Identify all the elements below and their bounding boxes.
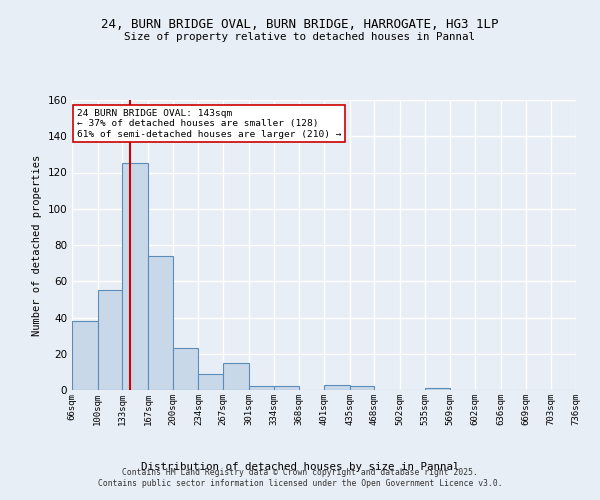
Bar: [350, 386, 374, 390]
Text: 24, BURN BRIDGE OVAL, BURN BRIDGE, HARROGATE, HG3 1LP: 24, BURN BRIDGE OVAL, BURN BRIDGE, HARRO…: [101, 18, 499, 30]
Text: Contains HM Land Registry data © Crown copyright and database right 2025.
Contai: Contains HM Land Registry data © Crown c…: [98, 468, 502, 487]
Bar: [223, 363, 249, 390]
Bar: [122, 164, 148, 390]
Bar: [98, 290, 122, 390]
Bar: [72, 321, 98, 390]
Bar: [274, 386, 299, 390]
Bar: [148, 256, 173, 390]
Text: Size of property relative to detached houses in Pannal: Size of property relative to detached ho…: [125, 32, 476, 42]
Bar: [425, 388, 451, 390]
Y-axis label: Number of detached properties: Number of detached properties: [32, 154, 42, 336]
Text: 24 BURN BRIDGE OVAL: 143sqm
← 37% of detached houses are smaller (128)
61% of se: 24 BURN BRIDGE OVAL: 143sqm ← 37% of det…: [77, 108, 341, 138]
Bar: [173, 348, 199, 390]
Bar: [324, 384, 350, 390]
Bar: [249, 386, 274, 390]
Text: Distribution of detached houses by size in Pannal: Distribution of detached houses by size …: [141, 462, 459, 472]
Bar: [199, 374, 223, 390]
